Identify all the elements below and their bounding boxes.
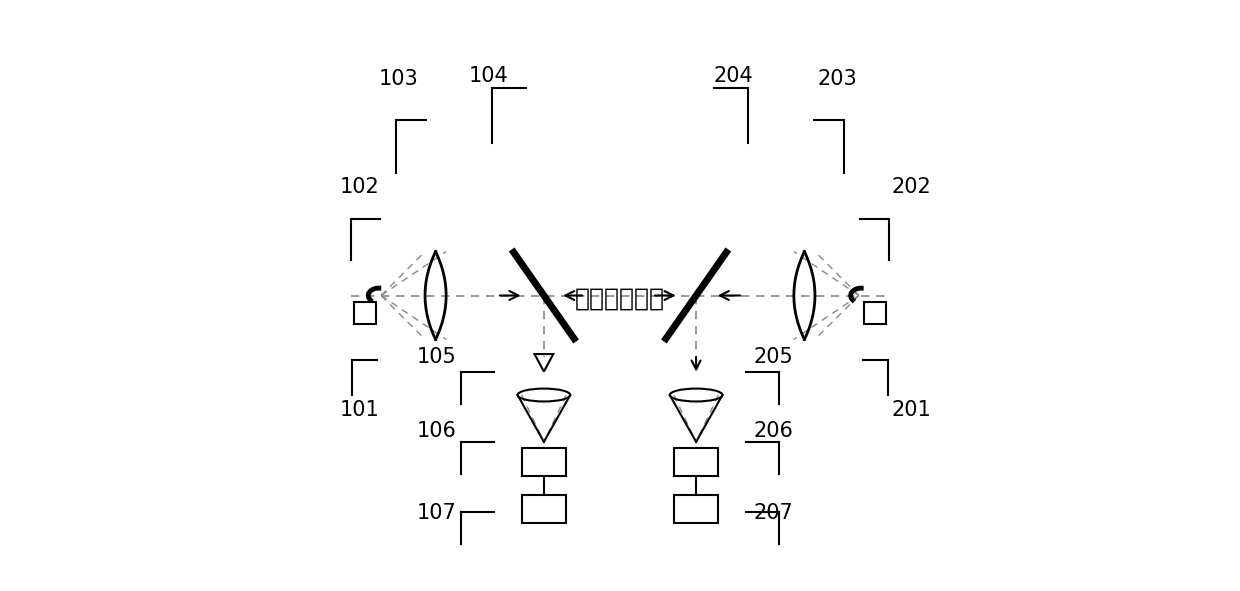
Text: 205: 205: [754, 347, 794, 367]
Text: 104: 104: [469, 66, 508, 86]
Bar: [522, 495, 565, 523]
Bar: [522, 449, 565, 476]
Text: 203: 203: [818, 69, 858, 89]
Text: 大气湍流信道: 大气湍流信道: [575, 287, 665, 310]
Text: 103: 103: [378, 69, 419, 89]
Text: 202: 202: [892, 177, 931, 197]
Bar: [675, 495, 718, 523]
Bar: [675, 449, 718, 476]
Text: 201: 201: [892, 400, 931, 420]
Text: 102: 102: [340, 177, 379, 197]
Text: 101: 101: [340, 400, 379, 420]
Text: 107: 107: [417, 504, 456, 523]
Text: 206: 206: [754, 421, 794, 441]
Text: 207: 207: [754, 504, 794, 523]
Text: 204: 204: [714, 66, 754, 86]
Bar: [863, 302, 885, 324]
Bar: [355, 302, 377, 324]
Text: 105: 105: [417, 347, 456, 367]
Text: 106: 106: [417, 421, 456, 441]
